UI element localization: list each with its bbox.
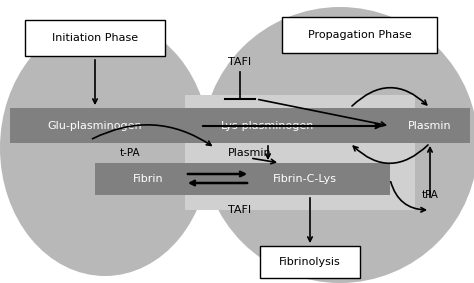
Bar [185,95,415,210]
Text: Plasmin: Plasmin [228,148,272,158]
Bar [25,20,165,56]
Text: Fibrin: Fibrin [133,174,164,184]
Text: Plasmin: Plasmin [408,121,452,131]
Text: t-PA: t-PA [120,148,140,158]
Ellipse shape [0,20,210,276]
Text: Fibrin-C-Lys: Fibrin-C-Lys [273,174,337,184]
Text: Fibrinolysis: Fibrinolysis [279,257,341,267]
Bar [10,108,390,143]
Text: Glu-plasminogen: Glu-plasminogen [48,121,142,131]
Bar [260,246,360,278]
Ellipse shape [202,7,474,283]
Bar [390,108,470,143]
Text: Propagation Phase: Propagation Phase [308,30,412,40]
Text: TAFI: TAFI [228,57,252,67]
Text: Lys-plasminogen: Lys-plasminogen [221,121,315,131]
Text: tPA: tPA [421,190,438,200]
Text: TAFI: TAFI [228,205,252,215]
Bar [95,163,390,195]
Bar [283,17,438,53]
Text: Initiation Phase: Initiation Phase [52,33,138,43]
